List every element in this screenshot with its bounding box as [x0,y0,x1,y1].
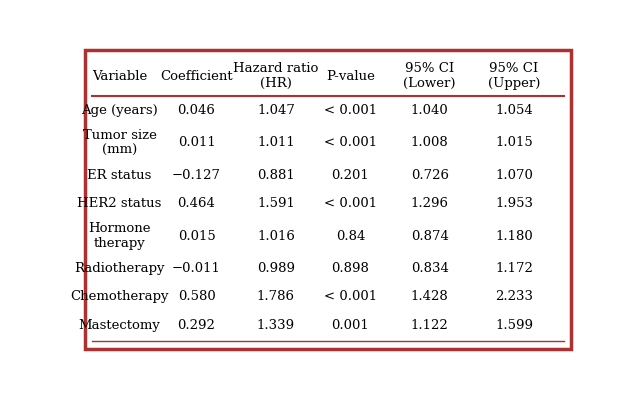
Text: 0.84: 0.84 [335,229,365,243]
Text: < 0.001: < 0.001 [324,290,377,303]
Text: 1.591: 1.591 [257,197,295,210]
Text: 1.599: 1.599 [495,319,533,332]
Text: 0.898: 0.898 [332,262,369,275]
Text: 1.054: 1.054 [495,104,533,117]
Text: 0.834: 0.834 [411,262,449,275]
Text: 1.786: 1.786 [257,290,295,303]
Text: 1.428: 1.428 [411,290,449,303]
Text: −0.011: −0.011 [172,262,221,275]
Text: ER status: ER status [88,169,152,182]
Text: 0.881: 0.881 [257,169,295,182]
Text: 2.233: 2.233 [495,290,533,303]
Text: 0.580: 0.580 [178,290,216,303]
Text: 1.172: 1.172 [495,262,533,275]
Text: Coefficient: Coefficient [160,70,233,83]
Text: < 0.001: < 0.001 [324,136,377,149]
Text: 0.874: 0.874 [411,229,449,243]
Text: 95% CI
(Lower): 95% CI (Lower) [403,62,456,90]
Text: Age (years): Age (years) [81,104,158,117]
Text: 0.201: 0.201 [332,169,369,182]
Text: 95% CI
(Upper): 95% CI (Upper) [488,62,540,90]
Text: 1.016: 1.016 [257,229,295,243]
Text: −0.127: −0.127 [172,169,221,182]
Text: 0.726: 0.726 [411,169,449,182]
Text: 1.008: 1.008 [411,136,449,149]
Text: 0.011: 0.011 [178,136,216,149]
Text: 1.015: 1.015 [495,136,533,149]
Text: Hazard ratio
(HR): Hazard ratio (HR) [233,62,319,90]
Text: 1.339: 1.339 [257,319,295,332]
Text: 1.180: 1.180 [495,229,533,243]
Text: 1.953: 1.953 [495,197,533,210]
Text: 1.296: 1.296 [411,197,449,210]
Text: 0.046: 0.046 [178,104,216,117]
Text: Chemotherapy: Chemotherapy [70,290,169,303]
Text: < 0.001: < 0.001 [324,104,377,117]
Text: 1.047: 1.047 [257,104,295,117]
FancyBboxPatch shape [85,51,571,348]
Text: 1.011: 1.011 [257,136,295,149]
Text: < 0.001: < 0.001 [324,197,377,210]
Text: Radiotherapy: Radiotherapy [74,262,165,275]
Text: Mastectomy: Mastectomy [79,319,161,332]
Text: 0.464: 0.464 [178,197,216,210]
Text: 1.070: 1.070 [495,169,533,182]
Text: P-value: P-value [326,70,375,83]
Text: 0.292: 0.292 [178,319,216,332]
Text: 0.989: 0.989 [257,262,295,275]
Text: 1.040: 1.040 [411,104,449,117]
Text: 0.001: 0.001 [332,319,369,332]
Text: Tumor size
(mm): Tumor size (mm) [83,129,157,157]
Text: HER2 status: HER2 status [77,197,162,210]
Text: 1.122: 1.122 [411,319,449,332]
Text: 0.015: 0.015 [178,229,216,243]
Text: Hormone
therapy: Hormone therapy [88,222,151,250]
Text: Variable: Variable [92,70,147,83]
